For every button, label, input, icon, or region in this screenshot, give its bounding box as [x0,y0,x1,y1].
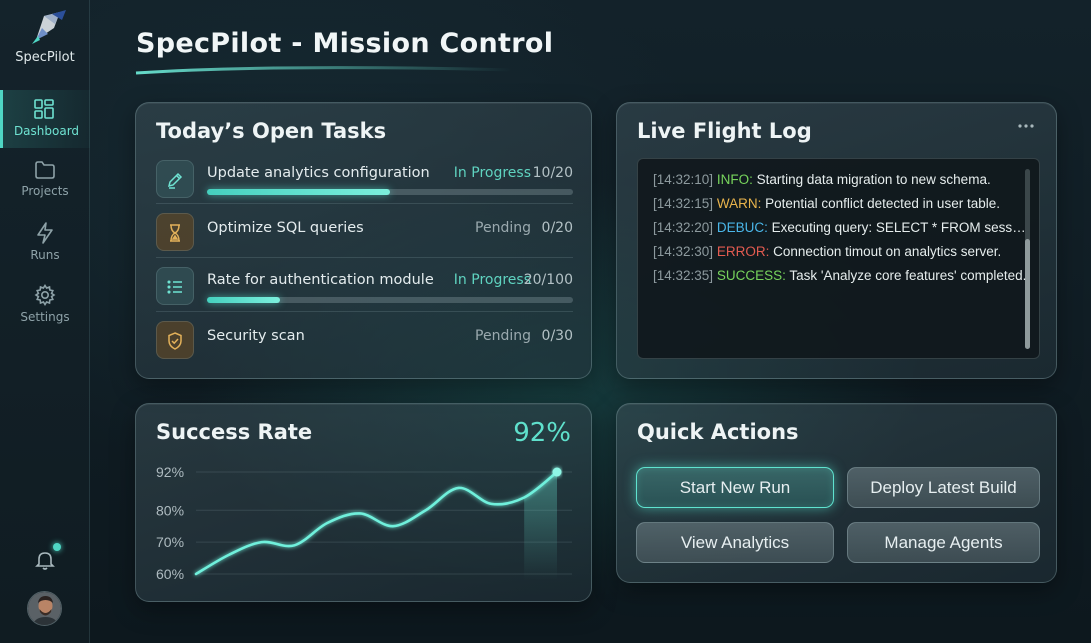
success-rate-value: 92% [513,418,571,448]
task-count: 10/20 [532,165,573,181]
live-flight-log-card: Live Flight Log [14:32:10] INFO: Startin… [616,102,1057,379]
task-icon-tile [156,160,194,198]
success-rate-line [194,470,559,576]
task-count: 0/30 [541,328,573,344]
task-name: Update analytics configuration [207,165,430,181]
log-message: Starting data migration to new schema. [752,172,991,187]
start-new-run-button[interactable]: Start New Run [636,467,834,508]
folder-icon [35,161,55,179]
task-status: Pending [475,328,531,344]
view-analytics-button[interactable]: View Analytics [636,522,834,563]
log-message: Potential conflict detected in user tabl… [761,196,1000,211]
dashboard-icon [34,99,54,119]
sidebar-item-runs[interactable]: Runs [0,214,90,272]
y-tick-label: 70% [156,534,184,550]
title-underline [135,66,513,75]
sidebar-item-settings[interactable]: Settings [0,276,90,334]
task-icon-tile [156,321,194,359]
log-level: INFO: [716,172,753,187]
more-horizontal-icon [1018,124,1034,128]
log-time: [14:32:35] [653,268,714,283]
log-level: WARN: [716,196,762,211]
manage-agents-button[interactable]: Manage Agents [847,522,1040,563]
task-name: Security scan [207,328,305,344]
card-title: Success Rate [156,420,313,444]
progress-bar [207,189,573,195]
task-row[interactable]: Optimize SQL queries Pending 0/20 [156,203,573,257]
progress-bar [207,297,573,303]
pencil-icon [167,172,183,189]
deploy-latest-build-button[interactable]: Deploy Latest Build [847,467,1040,508]
sidebar-item-projects[interactable]: Projects [0,152,90,210]
list-icon [167,280,182,294]
log-message: Connection timout on analytics server. [769,244,1002,259]
task-icon-tile [156,213,194,251]
avatar[interactable] [27,591,62,626]
task-row[interactable]: Update analytics configuration In Progre… [156,157,573,211]
task-row[interactable]: Rate for authentication module In Progre… [156,257,573,311]
log-line: [14:32:30] ERROR: Connection timout on a… [653,244,1028,259]
task-status: In Progress [453,272,531,288]
task-count: 0/20 [541,220,573,236]
open-tasks-card: Today’s Open Tasks Update analytics conf… [135,102,592,379]
chart-area-fill [524,472,557,580]
y-tick-label: 60% [156,566,184,582]
log-level: ERROR: [716,244,770,259]
notification-dot [53,543,61,551]
page-title: SpecPilot - Mission Control [136,28,554,59]
card-title: Quick Actions [637,420,799,444]
log-time: [14:32:30] [653,244,714,259]
task-count: 20/100 [523,272,573,288]
sidebar-item-dashboard[interactable]: Dashboard [0,90,90,148]
log-line: [14:32:20] DEBUC: Executing query: SELEC… [653,220,1028,235]
log-level: SUCCESS: [716,268,786,283]
card-title: Today’s Open Tasks [156,119,387,143]
sidebar-item-label: Dashboard [13,124,80,138]
log-scrollbar-thumb[interactable] [1025,239,1030,349]
progress-fill [207,189,390,195]
sidebar: SpecPilot Dashboard Projects Runs [0,0,90,643]
success-rate-chart: 92% 80% 70% 60% [156,464,572,582]
log-scrollbar[interactable] [1025,169,1030,349]
hourglass-icon [170,224,180,242]
log-line: [14:32:35] SUCCESS: Task 'Analyze core f… [653,268,1028,283]
gear-icon [34,284,56,306]
card-title: Live Flight Log [637,119,812,143]
task-status: In Progress [453,165,531,181]
log-message: Executing query: SELECT * FROM sessions.… [767,220,1028,235]
rocket-logo-icon [32,10,66,44]
bell-icon[interactable] [33,548,57,572]
task-icon-tile [156,267,194,305]
shield-check-icon [168,332,182,350]
log-time: [14:32:10] [653,172,714,187]
sidebar-item-label: Projects [21,184,69,198]
y-tick-label: 80% [156,502,184,518]
success-rate-card: Success Rate 92% 92% 80% 70% 60% [135,403,592,602]
log-time: [14:32:15] [653,196,714,211]
log-line: [14:32:10] INFO: Starting data migration… [653,172,1028,187]
log-console[interactable]: [14:32:10] INFO: Starting data migration… [637,158,1040,359]
y-tick-label: 92% [156,464,184,480]
sidebar-item-label: Settings [20,310,70,324]
quick-actions-card: Quick Actions Start New Run Deploy Lates… [616,403,1057,583]
sidebar-item-label: Runs [30,248,60,262]
log-level: DEBUC: [716,220,768,235]
user-avatar-icon [28,592,61,625]
logo[interactable]: SpecPilot [0,10,90,65]
task-name: Rate for authentication module [207,272,434,288]
log-time: [14:32:20] [653,220,714,235]
chart-point [552,467,562,477]
log-line: [14:32:15] WARN: Potential conflict dete… [653,196,1028,211]
log-message: Task 'Analyze core features' completed. [785,268,1027,283]
task-status: Pending [475,220,531,236]
task-row[interactable]: Security scan Pending 0/30 [156,311,573,365]
lightning-icon [37,222,53,244]
app-name: SpecPilot [15,50,75,65]
progress-fill [207,297,281,303]
more-options-button[interactable] [1016,119,1036,133]
task-name: Optimize SQL queries [207,220,364,236]
